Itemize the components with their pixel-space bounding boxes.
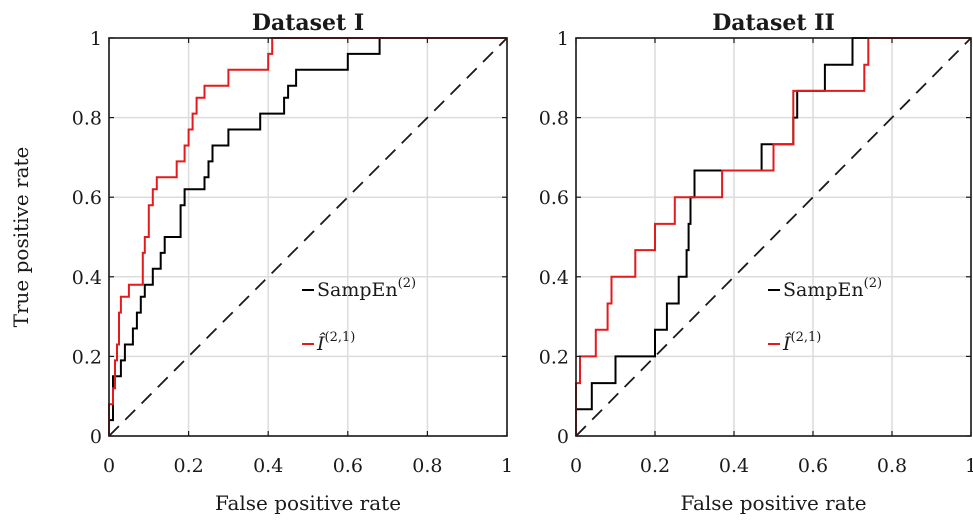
x-tick-label: 0.2 bbox=[640, 455, 670, 477]
x-tick-label: 0.8 bbox=[412, 455, 442, 477]
x-axis-label: False positive rate bbox=[215, 491, 401, 515]
plot-frame bbox=[108, 37, 508, 437]
y-tick-label: 0.4 bbox=[539, 267, 569, 289]
legend-label: Î(2,1) bbox=[316, 330, 355, 355]
chart-panel-dataset-1: Dataset I True positive rate False posit… bbox=[9, 10, 513, 515]
y-tick-label: 1 bbox=[557, 28, 569, 50]
y-tick-label: 0 bbox=[557, 426, 569, 448]
x-tick-label: 0.8 bbox=[877, 455, 907, 477]
series-line-i-hat bbox=[108, 37, 507, 436]
y-tick-label: 0.4 bbox=[72, 267, 102, 289]
x-tick-label: 0 bbox=[103, 455, 115, 477]
legend-label-superscript: (2) bbox=[398, 276, 416, 291]
x-tick-label: 0 bbox=[570, 455, 582, 477]
legend-label-superscript: (2,1) bbox=[325, 330, 356, 345]
y-tick-label: 0.2 bbox=[72, 346, 102, 368]
x-tick-label: 0.4 bbox=[719, 455, 749, 477]
chart-panel-dataset-2: Dataset II False positive rate 0 0.2 0.4 0.… bbox=[539, 10, 973, 515]
series-line-sampen bbox=[108, 37, 507, 436]
x-tick-label: 0.6 bbox=[333, 455, 363, 477]
legend-label: SampEn(2) bbox=[317, 276, 416, 301]
chart-title: Dataset I bbox=[252, 10, 364, 36]
chance-diagonal-line bbox=[575, 37, 972, 437]
y-tick-label: 0.8 bbox=[539, 108, 569, 130]
legend-label: Î(2,1) bbox=[782, 330, 821, 355]
plot-frame bbox=[575, 37, 972, 437]
legend-label-superscript: (2,1) bbox=[791, 330, 822, 345]
series-line-i-hat bbox=[575, 37, 971, 436]
x-tick-label: 0.2 bbox=[173, 455, 203, 477]
y-tick-label: 0.6 bbox=[72, 187, 102, 209]
y-tick-label: 0.6 bbox=[539, 187, 569, 209]
y-tick-label: 0 bbox=[90, 426, 102, 448]
y-tick-label: 0.2 bbox=[539, 346, 569, 368]
x-tick-label: 0.6 bbox=[798, 455, 828, 477]
x-tick-label: 0.4 bbox=[253, 455, 283, 477]
legend-label-superscript: (2) bbox=[864, 276, 882, 291]
x-axis-label: False positive rate bbox=[680, 491, 866, 515]
x-tick-label: 1 bbox=[501, 455, 513, 477]
y-tick-label: 0.8 bbox=[72, 108, 102, 130]
x-tick-label: 1 bbox=[965, 455, 973, 477]
chance-diagonal-line bbox=[108, 37, 508, 437]
y-axis-label: True positive rate bbox=[9, 147, 33, 328]
legend-label: SampEn(2) bbox=[783, 276, 882, 301]
y-tick-label: 1 bbox=[90, 28, 102, 50]
chart-title: Dataset II bbox=[712, 10, 835, 36]
